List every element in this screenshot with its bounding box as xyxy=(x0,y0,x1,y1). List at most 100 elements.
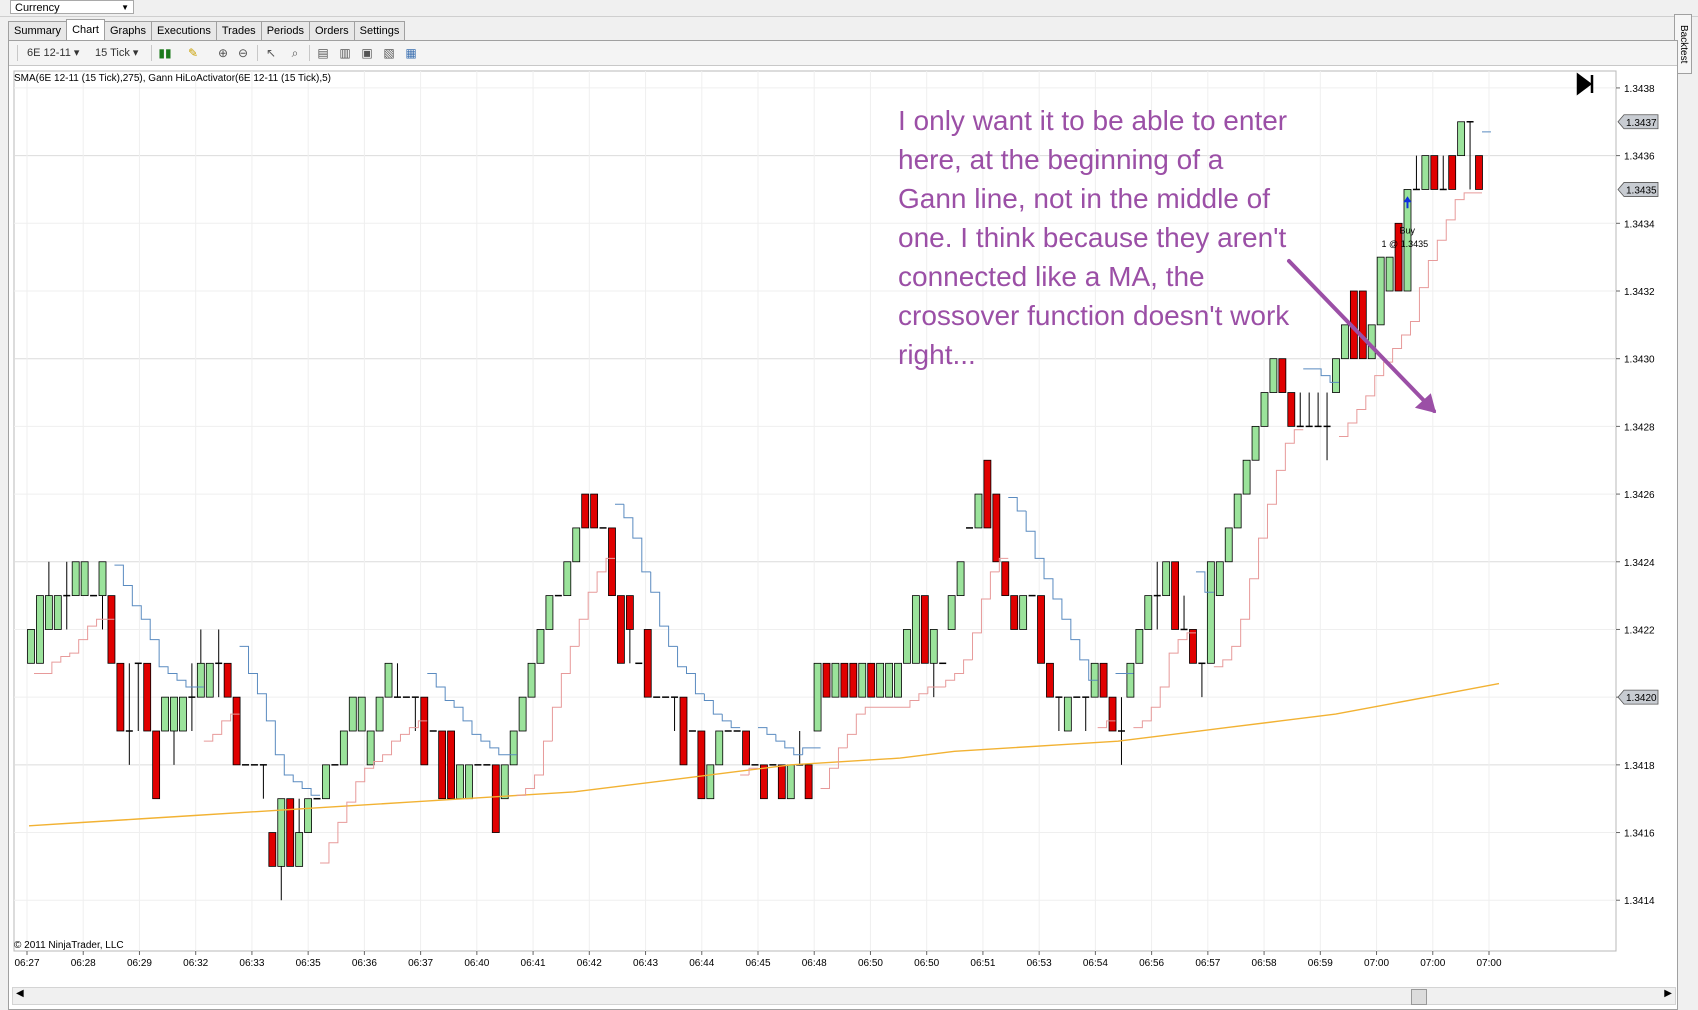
y-tick-label: 1.3438 xyxy=(1624,84,1655,95)
candle-up xyxy=(53,595,62,630)
x-tick-label: 07:00 xyxy=(1364,958,1389,969)
price-chart[interactable]: 1.3438 1.3436 1.3434 1.3432 1.3430 1.3428 1.34… xyxy=(9,41,1677,987)
scroll-left-icon[interactable]: ◀ xyxy=(16,988,24,999)
candle-up xyxy=(1251,425,1260,461)
candle-down xyxy=(608,527,616,597)
candle-up xyxy=(322,764,330,800)
period-selector[interactable]: 15 Tick ▾ xyxy=(95,47,139,59)
y-tick-label: 1.3426 xyxy=(1624,490,1655,501)
pencil-draw-icon[interactable]: ✎ xyxy=(187,46,199,60)
y-tick-label: 1.3436 xyxy=(1624,152,1655,163)
x-tick-label: 06:53 xyxy=(1027,958,1052,969)
candle-up xyxy=(44,595,53,630)
candle-up xyxy=(384,662,393,698)
tab-chart[interactable]: Chart xyxy=(66,19,105,40)
cursor-icon[interactable]: ↖ xyxy=(265,46,277,60)
strategy-icon[interactable]: ▧ xyxy=(383,46,395,60)
tab-settings[interactable]: Settings xyxy=(353,21,406,40)
y-tick-label: 1.3430 xyxy=(1624,355,1655,366)
x-tick-label: 06:28 xyxy=(71,958,96,969)
magnifier-icon[interactable]: ⌕ xyxy=(291,46,299,60)
top-bar: Currency ▼ xyxy=(0,0,1698,17)
x-tick-label: 06:57 xyxy=(1195,958,1220,969)
candle-down xyxy=(1001,561,1010,597)
candle-up xyxy=(1162,561,1171,597)
candle-down xyxy=(286,798,295,867)
chart-properties-icon[interactable]: ▣ xyxy=(361,46,373,60)
candle-down xyxy=(1046,662,1054,698)
zoom-out-icon[interactable]: ⊖ xyxy=(237,46,249,60)
candle-up xyxy=(304,798,312,833)
plot-area xyxy=(13,70,1617,952)
candle-down xyxy=(679,696,688,766)
price-marker-tag xyxy=(1617,114,1659,130)
x-tick-label: 06:44 xyxy=(689,958,714,969)
candle-down xyxy=(420,696,429,766)
candle-down xyxy=(742,730,750,766)
candle-down xyxy=(643,629,652,698)
candle-up xyxy=(1224,527,1233,563)
tab-orders[interactable]: Orders xyxy=(308,21,355,40)
candle-up xyxy=(80,561,89,597)
candle-up xyxy=(706,764,715,800)
candle-up xyxy=(1233,493,1242,529)
candle-up xyxy=(339,730,348,766)
x-tick-label: 06:32 xyxy=(183,958,208,969)
tab-summary[interactable]: Summary xyxy=(8,21,68,40)
data-box-icon[interactable]: ▤ xyxy=(317,46,329,60)
instrument-selector[interactable]: 6E 12-11 ▾ xyxy=(27,47,80,59)
candle-down xyxy=(1037,595,1045,664)
candle-up xyxy=(1457,121,1466,157)
price-marker-tag xyxy=(1617,689,1659,705)
candle-up xyxy=(179,696,187,732)
candle-up xyxy=(1376,256,1385,326)
tab-periods[interactable]: Periods xyxy=(260,21,310,40)
candle-up xyxy=(196,662,205,698)
scroll-to-end-icon[interactable] xyxy=(1576,72,1594,96)
candle-up xyxy=(1403,189,1412,292)
x-tick-label: 06:27 xyxy=(14,958,39,969)
indicator-icon[interactable]: ▦ xyxy=(405,46,417,60)
candle-down xyxy=(1099,662,1108,698)
x-tick-label: 06:54 xyxy=(1083,958,1108,969)
bar-spacing-icon[interactable]: ▥ xyxy=(339,46,351,60)
gann-hilo-line-red xyxy=(34,192,1482,864)
candle-up xyxy=(715,730,724,766)
toolbar-separator xyxy=(257,45,258,61)
scrollbar-thumb[interactable] xyxy=(1411,989,1427,1005)
toolbar-separator xyxy=(151,45,152,61)
candle-up xyxy=(813,662,822,732)
candle-up xyxy=(366,730,375,766)
y-tick-label: 1.3428 xyxy=(1624,422,1655,433)
zoom-in-icon[interactable]: ⊕ xyxy=(217,46,229,60)
tab-graphs[interactable]: Graphs xyxy=(103,21,153,40)
candlestick-style-icon[interactable]: ▮▮ xyxy=(158,46,172,60)
candle-up xyxy=(894,662,902,698)
candle-up xyxy=(295,832,304,867)
scroll-right-icon[interactable]: ▶ xyxy=(1664,988,1672,999)
candle-up xyxy=(947,595,956,630)
candle-up xyxy=(98,561,107,597)
candle-down xyxy=(438,730,447,800)
x-tick-label: 06:35 xyxy=(296,958,321,969)
horizontal-scrollbar[interactable]: ◀ ▶ xyxy=(12,987,1676,1005)
candle-down xyxy=(840,662,849,698)
candle-down xyxy=(581,493,590,529)
gann-hilo-line-blue xyxy=(114,131,1491,796)
candle-up xyxy=(205,662,214,698)
candle-up xyxy=(357,696,366,732)
tab-trades[interactable]: Trades xyxy=(215,21,262,40)
y-tick-label: 1.3416 xyxy=(1624,829,1655,840)
tab-backtest[interactable]: Backtest xyxy=(1674,14,1692,74)
period-label: 15 Tick xyxy=(95,47,130,59)
instrument-list-dropdown[interactable]: Currency ▼ xyxy=(10,0,134,14)
candle-up xyxy=(509,730,518,766)
y-tick-label: 1.3418 xyxy=(1624,761,1655,772)
toolbar-separator xyxy=(309,45,310,61)
y-tick-label: 1.3422 xyxy=(1624,625,1655,636)
y-tick-label: 1.3432 xyxy=(1624,287,1655,298)
tab-executions[interactable]: Executions xyxy=(151,21,217,40)
candle-down xyxy=(1287,392,1296,427)
candle-down xyxy=(491,764,500,833)
candle-up xyxy=(572,527,581,563)
